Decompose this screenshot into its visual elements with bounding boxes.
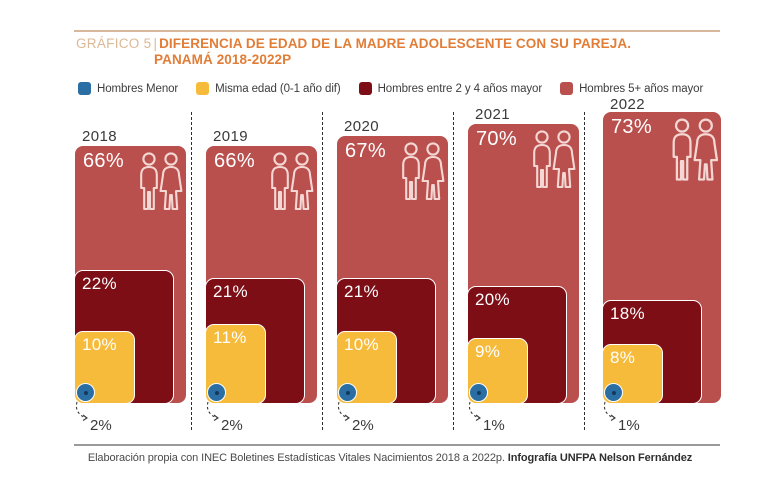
- dot-value-2022: 1%: [618, 417, 640, 434]
- dot-value-2020: 2%: [352, 417, 374, 434]
- bar-value-total-2018: 66%: [83, 150, 124, 172]
- legend-swatch-icon-misma-edad: [196, 82, 210, 95]
- chart-column-2018: 2018 66% 22% 10%: [60, 108, 188, 438]
- footer-rule: [74, 444, 720, 446]
- bar-value-mid-2022: 18%: [610, 304, 645, 323]
- legend-label-hombres-menor: Hombres Menor: [97, 82, 179, 95]
- legend-item-hombres-5-mas[interactable]: Hombres 5+ años mayor: [560, 82, 703, 95]
- year-label-2019: 2019: [213, 128, 248, 145]
- bar-value-same-2018: 10%: [82, 335, 117, 354]
- couple-male-female-icon-2021: [533, 130, 576, 189]
- year-label-2018: 2018: [82, 128, 117, 145]
- column-divider-2020: [322, 112, 323, 430]
- dot-value-2019: 2%: [221, 417, 243, 434]
- chart-column-2019: 2019 66% 21% 11%: [191, 108, 319, 438]
- chart-column-2021: 2021 70% 20% 9%: [453, 106, 581, 438]
- leader-line-2022: [603, 401, 616, 421]
- leader-line-2020: [337, 401, 350, 421]
- couple-male-female-icon-2018: [140, 152, 183, 211]
- bar-value-mid-2018: 22%: [82, 274, 117, 293]
- legend-item-hombres-menor[interactable]: Hombres Menor: [78, 82, 178, 95]
- year-label-2020: 2020: [344, 118, 379, 135]
- legend-label-misma-edad: Misma edad (0-1 año dif): [215, 82, 341, 95]
- bar-value-same-2022: 8%: [610, 348, 636, 367]
- bar-value-mid-2019: 21%: [213, 282, 248, 301]
- dot-value-2018: 2%: [90, 417, 112, 434]
- dot-marker-2018[interactable]: [76, 383, 95, 402]
- legend-label-hombres-2-4: Hombres entre 2 y 4 años mayor: [377, 82, 543, 95]
- dot-marker-2019[interactable]: [207, 383, 226, 402]
- bar-value-total-2020: 67%: [345, 140, 386, 162]
- chart-column-2022: 2022 73% 18% 8%: [584, 96, 722, 438]
- legend-label-hombres-5-mas: Hombres 5+ años mayor: [579, 82, 704, 95]
- bar-value-same-2019: 11%: [213, 328, 247, 347]
- leader-line-2019: [206, 401, 219, 421]
- bar-value-mid-2020: 21%: [344, 282, 379, 301]
- chart-legend: Hombres Menor Misma edad (0-1 año dif) H…: [78, 82, 721, 95]
- couple-male-female-icon-2020: [402, 142, 445, 201]
- footer-source: Elaboración propia con INEC Boletines Es…: [87, 452, 505, 464]
- couple-male-female-icon-2019: [271, 152, 314, 211]
- legend-swatch-icon-hombres-5-mas: [560, 82, 574, 95]
- legend-item-misma-edad[interactable]: Misma edad (0-1 año dif): [196, 82, 341, 95]
- legend-swatch-icon-hombres-menor: [78, 82, 91, 95]
- title-line-2: PANAMÁ 2018-2022P: [76, 52, 736, 68]
- chart-title-main: DIFERENCIA DE EDAD DE LA MADRE ADOLESCEN…: [159, 36, 632, 51]
- couple-male-female-icon-2022: [672, 118, 719, 181]
- legend-item-hombres-2-4[interactable]: Hombres entre 2 y 4 años mayor: [358, 82, 543, 95]
- chart-kicker: GRÁFICO 5: [76, 36, 152, 51]
- leader-line-2021: [468, 401, 481, 421]
- chart-plot-area: 2018 66% 22% 10%: [60, 96, 760, 438]
- bar-value-total-2022: 73%: [611, 116, 652, 138]
- legend-swatch-icon-hombres-2-4: [358, 82, 372, 95]
- dot-marker-2020[interactable]: [338, 383, 357, 402]
- bar-same-2019[interactable]: 11%: [205, 324, 266, 404]
- year-label-2021: 2021: [475, 106, 510, 123]
- bar-value-same-2021: 9%: [475, 342, 501, 361]
- bar-value-mid-2021: 20%: [475, 290, 510, 309]
- dot-marker-2022[interactable]: [604, 383, 623, 402]
- column-divider-2021: [453, 112, 454, 430]
- footer-note: Elaboración propia con INEC Boletines Es…: [0, 452, 780, 464]
- dot-value-2021: 1%: [483, 417, 505, 434]
- chart-title-sub: PANAMÁ 2018-2022P: [154, 52, 292, 68]
- bar-value-total-2019: 66%: [214, 150, 255, 172]
- year-label-2022: 2022: [610, 96, 645, 113]
- page-title: GRÁFICO 5 | DIFERENCIA DE EDAD DE LA MADRE…: [76, 36, 736, 69]
- chart-column-2020: 2020 67% 21% 10%: [322, 108, 450, 438]
- column-divider-2019: [191, 112, 192, 430]
- column-divider-2022: [584, 112, 585, 430]
- dot-marker-2021[interactable]: [469, 383, 488, 402]
- title-line-1: GRÁFICO 5 | DIFERENCIA DE EDAD DE LA MADRE…: [76, 36, 736, 52]
- bar-value-total-2021: 70%: [476, 128, 517, 150]
- header-top-rule: [74, 30, 720, 32]
- footer-credit: Infografía UNFPA Nelson Fernández: [507, 452, 693, 464]
- leader-line-2018: [75, 401, 88, 421]
- title-separator: |: [153, 36, 158, 51]
- bar-value-same-2020: 10%: [344, 335, 379, 354]
